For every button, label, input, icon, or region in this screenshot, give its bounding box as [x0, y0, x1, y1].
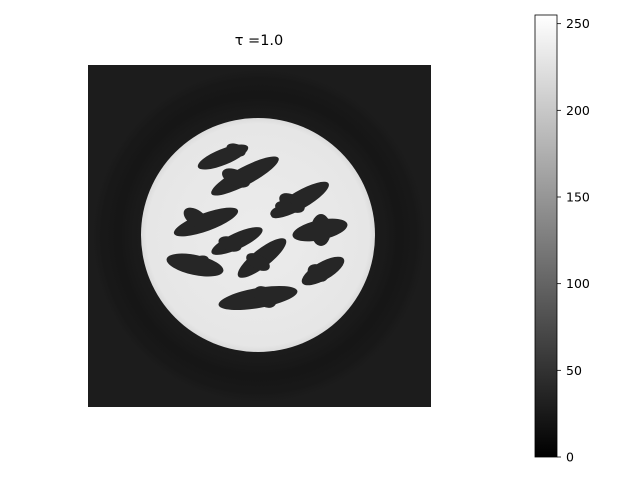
phantom-blob	[173, 207, 239, 237]
colorbar-tick-label: 0	[566, 450, 574, 465]
phantom-blob	[211, 227, 263, 255]
colorbar-gradient	[534, 14, 558, 458]
heatmap-image	[88, 65, 431, 407]
colorbar-ticks: 0 50 100 150 200 250	[557, 16, 590, 465]
phantom-blob-lobe	[307, 264, 329, 282]
phantom-blob	[211, 156, 279, 196]
phantom-blob-lobe	[226, 143, 246, 157]
phantom-blob	[292, 214, 348, 246]
colorbar-tick-label: 200	[566, 103, 590, 118]
colorbar-tick-label: 250	[566, 16, 590, 31]
phantom-blob-lobe	[253, 286, 277, 308]
phantom-blobs	[166, 143, 348, 311]
phantom-blob-lobe	[183, 207, 209, 229]
phantom-blob-lobe	[221, 168, 251, 188]
colorbar-tick-label: 100	[566, 276, 590, 291]
phantom-blob-lobe	[270, 206, 286, 218]
colorbar: 0 50 100 150 200 250	[534, 14, 590, 465]
phantom-blob	[301, 256, 345, 286]
chart-title: τ =1.0	[235, 33, 284, 49]
phantom-blob	[218, 285, 298, 311]
phantom-blob-lobe	[311, 214, 331, 246]
phantom-blob-lobe	[218, 236, 242, 252]
phantom-blob-lobe	[187, 255, 209, 273]
phantom-blob	[270, 200, 295, 218]
phantom-blob-lobe	[246, 253, 270, 271]
phantom-blob	[197, 143, 249, 170]
colorbar-tick-label: 150	[566, 190, 590, 205]
phantom-blob	[237, 238, 287, 278]
phantom-blob	[166, 253, 224, 277]
colorbar-tick-label: 50	[566, 363, 582, 378]
